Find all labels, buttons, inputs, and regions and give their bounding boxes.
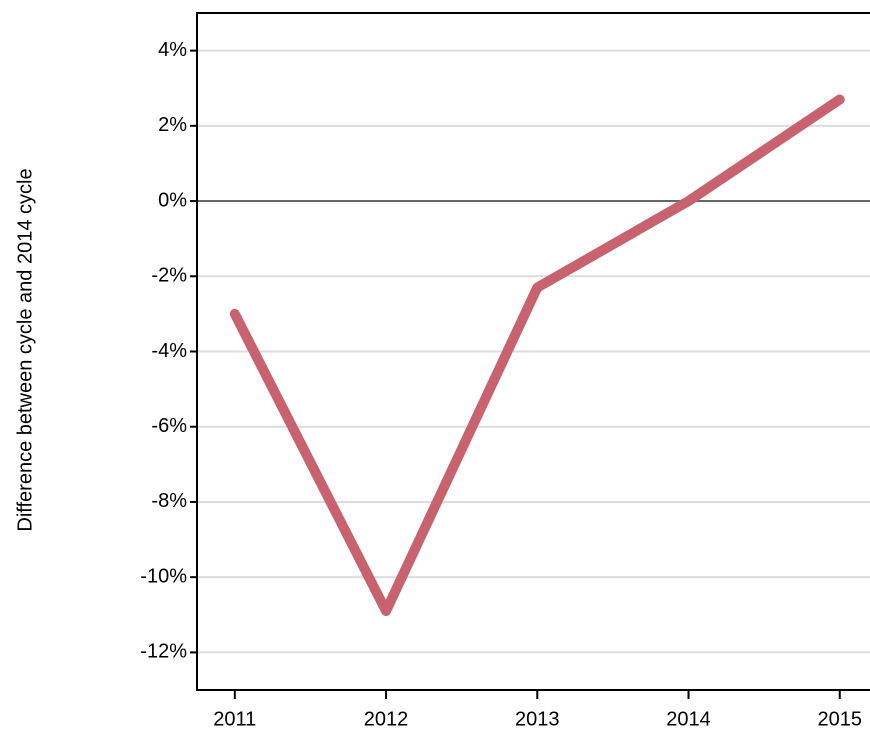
x-tick-label: 2011 [213,708,256,730]
y-tick-label: -12% [140,641,187,663]
x-tick-label: 2012 [364,708,409,730]
y-tick-label: 2% [158,114,187,136]
x-tick-label: 2014 [666,708,711,730]
y-axis-label: Difference between cycle and 2014 cycle [14,168,36,531]
y-tick-label: -2% [151,265,187,287]
x-tick-label: 2013 [515,708,560,730]
data-line [229,94,845,617]
y-tick-label: -4% [151,340,187,362]
y-tick-label: -10% [140,565,187,587]
y-tick-label: 4% [158,39,187,61]
y-tick-label: -8% [151,490,187,512]
axis-frame [196,12,870,691]
y-tick-label: 0% [158,189,187,211]
x-tick-label: 2015 [818,708,863,730]
y-tick-label: -6% [151,415,187,437]
